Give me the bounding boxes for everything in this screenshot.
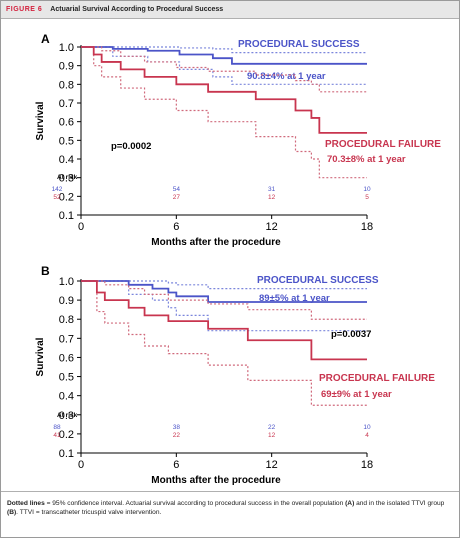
panel-label-a: A [41, 32, 50, 46]
y-tick-label: 0.3 [59, 173, 74, 185]
ci-lower-line-failure [81, 46, 367, 179]
survival-line-failure [81, 280, 367, 361]
y-tick-label: 0.6 [59, 117, 74, 129]
y-tick-label: 0.4 [59, 154, 74, 166]
at-risk-success-count: 54 [173, 186, 181, 193]
ci-lower-line-success [81, 280, 367, 332]
ci-lower-line-success [81, 46, 367, 85]
y-tick-label: 0.4 [59, 391, 74, 403]
at-risk-success-count: 88 [53, 424, 61, 431]
at-risk-label: At risk [57, 174, 78, 181]
survival-line-success [81, 46, 367, 65]
caption-text-2: and in the isolated TTVI group [354, 500, 445, 507]
y-tick-label: 0.9 [59, 295, 74, 307]
caption-panel-b: (B) [7, 509, 17, 516]
survival-line-success [81, 280, 367, 303]
ci-lower-line-failure [81, 280, 367, 406]
x-axis-label: Months after the procedure [151, 237, 281, 248]
y-tick-label: 1.0 [59, 42, 74, 54]
x-tick-label: 0 [78, 221, 84, 233]
x-axis-label: Months after the procedure [151, 475, 281, 486]
y-tick-label: 0.9 [59, 61, 74, 73]
at-risk-label: At risk [57, 412, 78, 419]
at-risk-success-count: 10 [363, 186, 371, 193]
x-tick-label: 12 [266, 221, 278, 233]
ci-upper-line-success [81, 46, 367, 54]
y-tick-label: 0.5 [59, 135, 74, 147]
y-tick-label: 0.8 [59, 79, 74, 91]
y-tick-label: 0.8 [59, 314, 74, 326]
figure-title: Actuarial Survival According to Procedur… [50, 6, 224, 13]
panel-label-b: B [41, 264, 50, 278]
y-axis-label: Survival [35, 337, 46, 376]
x-tick-label: 18 [361, 459, 373, 471]
series-annotation-success: 90.8±4% at 1 year [247, 71, 326, 82]
y-tick-label: 0.3 [59, 410, 74, 422]
x-tick-label: 0 [78, 459, 84, 471]
at-risk-success-count: 31 [268, 186, 276, 193]
survival-line-failure [81, 46, 367, 134]
series-annotation-success: 89±5% at 1 year [259, 293, 330, 304]
ci-upper-line-failure [81, 280, 367, 320]
at-risk-failure-count: 4 [365, 432, 369, 439]
y-tick-label: 0.1 [59, 448, 74, 460]
series-name-success: PROCEDURAL SUCCESS [257, 275, 379, 286]
at-risk-failure-count: 12 [268, 194, 276, 201]
series-annotation-failure: 70.3±8% at 1 year [327, 154, 406, 165]
caption-text-3: . TTVI = transcatheter tricuspid valve i… [16, 509, 162, 516]
x-tick-label: 18 [361, 221, 373, 233]
series-name-failure: PROCEDURAL FAILURE [319, 373, 435, 384]
series-name-success: PROCEDURAL SUCCESS [238, 39, 360, 50]
at-risk-success-count: 10 [363, 424, 371, 431]
y-tick-label: 0.2 [59, 191, 74, 203]
y-tick-label: 0.7 [59, 333, 74, 345]
at-risk-failure-count: 5 [365, 194, 369, 201]
p-value: p=0.0037 [331, 329, 371, 340]
at-risk-success-count: 142 [52, 186, 63, 193]
x-tick-label: 6 [173, 459, 179, 471]
y-tick-label: 0.1 [59, 210, 74, 222]
at-risk-success-count: 38 [173, 424, 181, 431]
at-risk-failure-count: 52 [53, 194, 61, 201]
at-risk-failure-count: 22 [173, 432, 181, 439]
y-tick-label: 0.6 [59, 352, 74, 364]
series-annotation-failure: 69±9% at 1 year [321, 389, 392, 400]
y-tick-label: 0.5 [59, 372, 74, 384]
at-risk-failure-count: 27 [173, 194, 181, 201]
survival-plots: A 1.0 0.9 0.8 0.7 0.6 0.5 0.4 0.3 0.2 0.1 0 6 12 18 Mon… [35, 32, 441, 486]
y-tick-label: 1.0 [59, 276, 74, 288]
series-name-failure: PROCEDURAL FAILURE [325, 139, 441, 150]
at-risk-failure-count: 12 [268, 432, 276, 439]
figure-caption: Dotted lines = 95% confidence interval. … [1, 491, 459, 537]
figure-label: FIGURE 6 [6, 6, 43, 13]
p-value: p=0.0002 [111, 141, 151, 152]
at-risk-failure-count: 41 [53, 432, 61, 439]
y-axis-label: Survival [35, 101, 46, 140]
figure-header: FIGURE 6 Actuarial Survival According to… [1, 1, 459, 19]
y-tick-label: 0.7 [59, 98, 74, 110]
x-tick-label: 6 [173, 221, 179, 233]
caption-lead: Dotted lines [7, 500, 45, 507]
x-tick-label: 12 [266, 459, 278, 471]
at-risk-success-count: 22 [268, 424, 276, 431]
y-tick-label: 0.2 [59, 429, 74, 441]
caption-panel-a: (A) [345, 500, 355, 507]
caption-text-1: = 95% confidence interval. Actuarial sur… [44, 500, 346, 507]
